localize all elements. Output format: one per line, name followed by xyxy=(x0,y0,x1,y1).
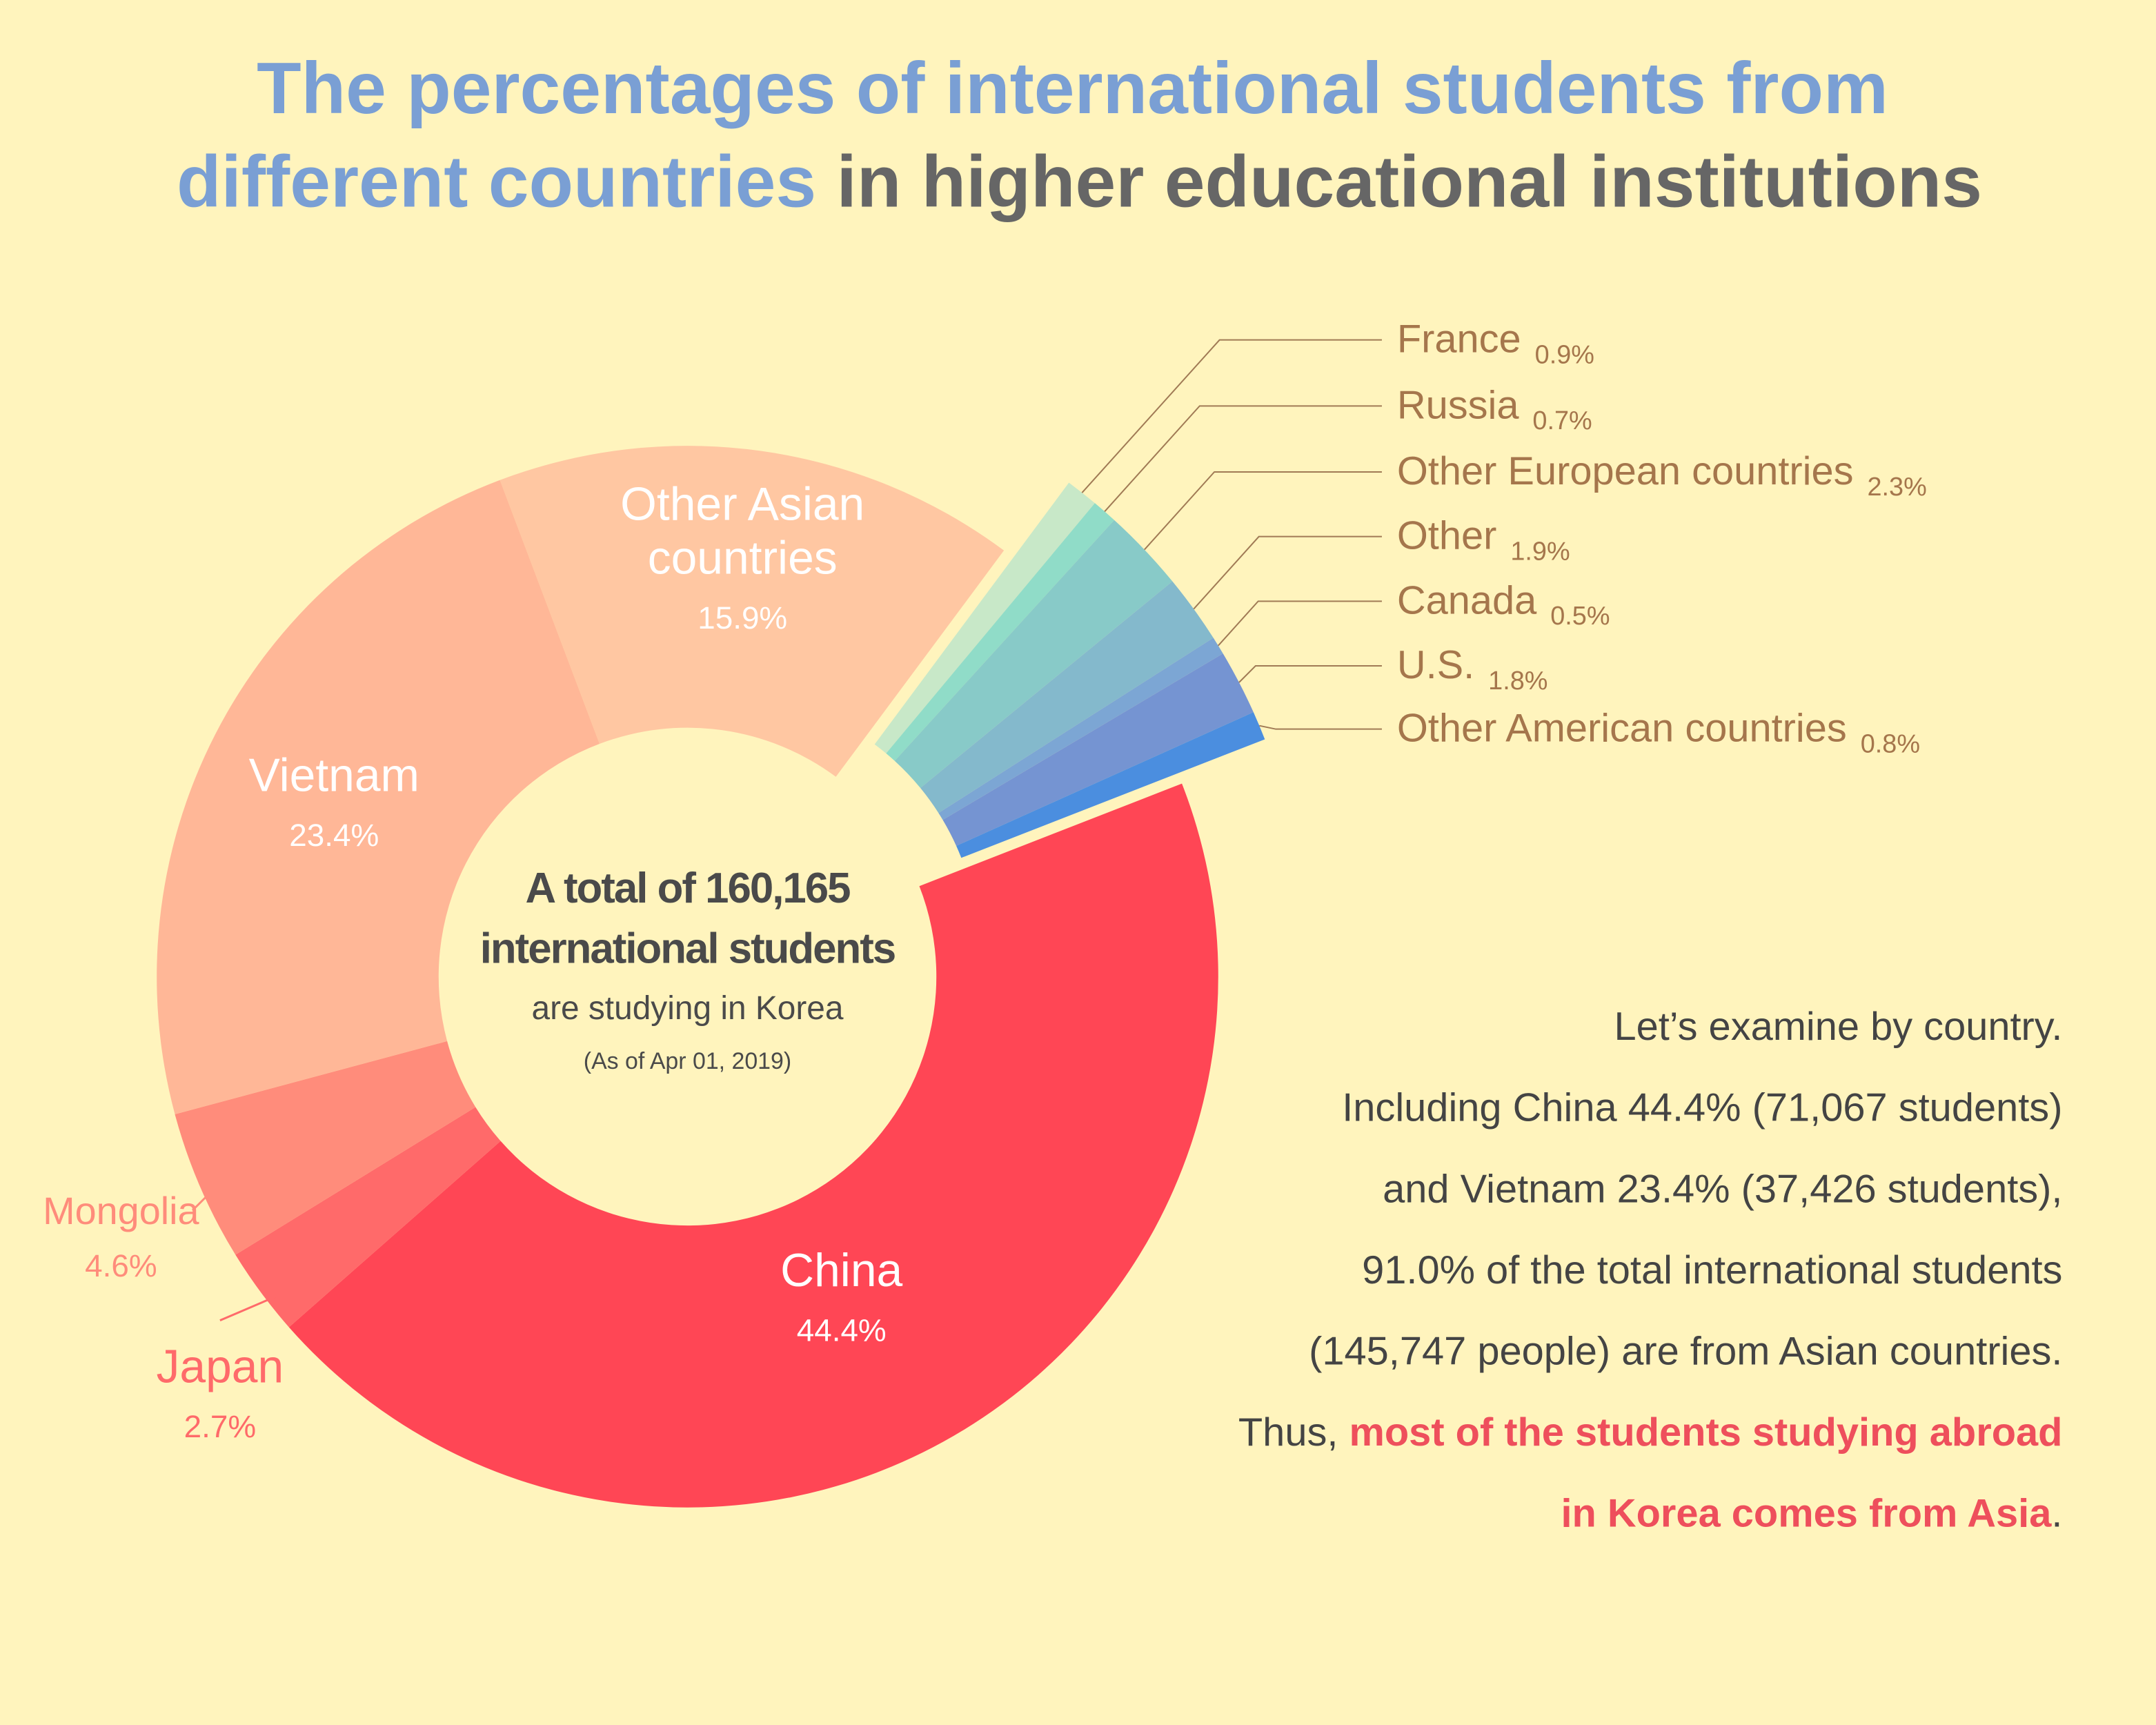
slice xyxy=(920,581,1214,814)
note-line: (145,747 people) are from Asian countrie… xyxy=(1309,1330,2063,1374)
slice-label: Other Asian countries 15.9% xyxy=(564,479,921,636)
note: Let’s examine by country. Including Chin… xyxy=(962,987,2063,1556)
leader-line xyxy=(1081,339,1382,493)
note-line: and Vietnam 23.4% (37,426 students), xyxy=(1383,1167,2063,1212)
legend-entry: Other 1.9% xyxy=(1397,514,1570,566)
note-line: in Korea comes from Asia. xyxy=(962,1475,2062,1556)
legend-entry: Russia 0.7% xyxy=(1397,383,1592,435)
slice-label-box: Vietnam 23.4% xyxy=(155,750,513,854)
title-rest: in higher educational institutions xyxy=(836,141,1981,222)
slice-label-box: Other Asian countries 15.9% xyxy=(564,479,921,636)
center-text: A total of 160,165 international student… xyxy=(413,864,962,1076)
category-label: Vietnam xyxy=(248,749,419,802)
center-box: A total of 160,165 international student… xyxy=(413,864,962,1076)
value-label: 4.6% xyxy=(85,1248,157,1284)
category-label: Japan xyxy=(156,1341,284,1394)
leader-line xyxy=(219,1278,315,1322)
slice-label-box: Japan 2.7% xyxy=(97,1341,344,1446)
value-label: 0.9% xyxy=(1535,341,1594,370)
category-label: Mongolia xyxy=(43,1190,199,1233)
slice xyxy=(175,1041,476,1255)
note-text: Thus, xyxy=(1238,1411,1338,1455)
legend-entry: Other European countries 2.3% xyxy=(1397,449,1927,502)
legend-entry: France 0.9% xyxy=(1397,317,1594,370)
note-highlight: most of the students studying abroad xyxy=(1349,1411,2063,1455)
slice xyxy=(288,783,1218,1508)
center-headline: international students xyxy=(479,924,897,973)
category-label: Canada xyxy=(1397,578,1537,622)
legend-entry: U.S. 1.8% xyxy=(1397,643,1548,696)
category-label: China xyxy=(780,1245,903,1297)
center-sub: are studying in Korea xyxy=(531,990,844,1028)
note-text: . xyxy=(2051,1492,2063,1537)
note-line: 91.0% of the total international student… xyxy=(1362,1249,2063,1293)
category-label: U.S. xyxy=(1397,643,1474,687)
value-label: 44.4% xyxy=(796,1312,887,1348)
center-headline: A total of 160,165 xyxy=(525,863,851,912)
slice-label: China 44.4% xyxy=(663,1245,1020,1349)
donut xyxy=(157,446,1265,1508)
slice xyxy=(956,712,1265,858)
value-label: 1.9% xyxy=(1510,538,1570,566)
leader-line xyxy=(1259,724,1382,730)
slice-label: Mongolia 4.6% xyxy=(0,1190,245,1284)
value-label: 1.8% xyxy=(1488,667,1547,696)
note-line: Thus, most of the students studying abro… xyxy=(962,1393,2063,1475)
leader-line xyxy=(191,1179,221,1212)
slice-label-box: China 44.4% xyxy=(663,1245,1020,1349)
value-label: 0.5% xyxy=(1550,602,1610,631)
slice xyxy=(886,503,1115,761)
slice-label-box: Mongolia 4.6% xyxy=(0,1190,245,1284)
note-line: Including China 44.4% (71,067 students) xyxy=(1342,1086,2063,1131)
category-label: Other Asian countries xyxy=(620,478,865,585)
slice xyxy=(894,520,1173,788)
value-label: 15.9% xyxy=(698,600,788,636)
leader-line xyxy=(1104,405,1382,512)
leader-line xyxy=(1238,665,1382,683)
center-date: (As of Apr 01, 2019) xyxy=(583,1048,792,1074)
value-label: 23.4% xyxy=(289,817,379,854)
leader-line xyxy=(1218,600,1382,647)
slice-label: Japan 2.7% xyxy=(97,1341,344,1446)
legend-entry: Other American countries 0.8% xyxy=(1397,707,1920,759)
value-label: 0.8% xyxy=(1861,730,1920,759)
slice xyxy=(938,638,1223,820)
leader-line xyxy=(1144,471,1382,551)
note-line: Let’s examine by country. xyxy=(1614,1005,2063,1050)
slice xyxy=(942,653,1254,846)
note-box: Let’s examine by country. Including Chin… xyxy=(962,987,2063,1556)
note-highlight: in Korea comes from Asia xyxy=(1561,1492,2052,1537)
title-line-2: different countries in higher educationa… xyxy=(177,141,1982,222)
slice xyxy=(874,482,1095,753)
value-label: 2.7% xyxy=(184,1408,257,1445)
slice-label: Vietnam 23.4% xyxy=(155,750,513,854)
value-label: 0.7% xyxy=(1532,406,1592,435)
category-label: Other American countries xyxy=(1397,707,1847,751)
slice xyxy=(235,1107,501,1328)
title-line-1: The percentages of international student… xyxy=(257,48,1888,129)
category-label: Russia xyxy=(1397,383,1519,427)
legend-entry: Canada 0.5% xyxy=(1397,578,1610,631)
leader-line xyxy=(1193,535,1382,610)
slice xyxy=(157,480,600,1114)
value-label: 2.3% xyxy=(1867,473,1926,502)
category-label: Other xyxy=(1397,514,1497,558)
category-label: Other European countries xyxy=(1397,449,1854,493)
slice xyxy=(500,446,1005,777)
title-highlight: different countries xyxy=(177,141,816,222)
category-label: France xyxy=(1397,317,1521,362)
